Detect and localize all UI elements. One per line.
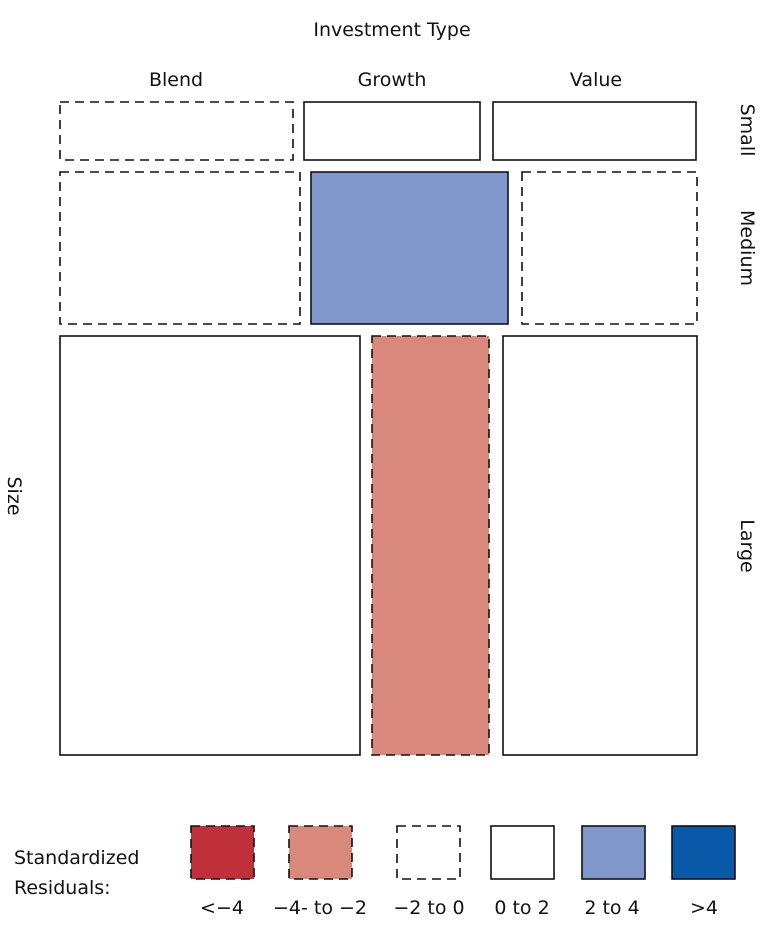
row-label-small: Small [736, 104, 758, 157]
legend-swatch-6 [671, 825, 736, 880]
legend-label-6: >4 [690, 897, 718, 919]
cell-medium-value [521, 171, 698, 325]
row-axis-label: Size [3, 476, 25, 515]
legend-swatch-3 [396, 825, 461, 880]
cell-medium-growth [310, 171, 509, 325]
legend-swatch-5 [581, 825, 646, 880]
cell-small-blend [59, 101, 294, 161]
cell-large-value [502, 335, 698, 756]
column-label-value: Value [570, 69, 622, 91]
column-label-growth: Growth [358, 69, 427, 91]
cell-large-blend [59, 335, 361, 756]
chart-title: Investment Type [313, 19, 470, 41]
cell-large-growth [371, 335, 490, 756]
cell-medium-blend [59, 171, 301, 325]
legend-label-4: 0 to 2 [494, 897, 549, 919]
legend-swatch-2 [288, 825, 353, 880]
row-label-large: Large [736, 519, 758, 572]
row-label-medium: Medium [736, 210, 758, 286]
legend-title-line1: Standardized [14, 847, 139, 869]
cell-small-growth [303, 101, 481, 161]
column-label-blend: Blend [149, 69, 203, 91]
legend: <−4 −4- to −2 −2 to 0 0 to 2 2 to 4 >4 [190, 825, 736, 919]
cell-small-value [492, 101, 697, 161]
legend-swatch-4 [490, 825, 555, 880]
legend-label-2: −4- to −2 [273, 897, 367, 919]
legend-swatch-1 [190, 825, 255, 880]
legend-label-1: <−4 [200, 897, 244, 919]
legend-label-3: −2 to 0 [393, 897, 464, 919]
legend-label-5: 2 to 4 [584, 897, 639, 919]
mosaic-cells [59, 101, 698, 756]
legend-title-line2: Residuals: [14, 877, 111, 899]
